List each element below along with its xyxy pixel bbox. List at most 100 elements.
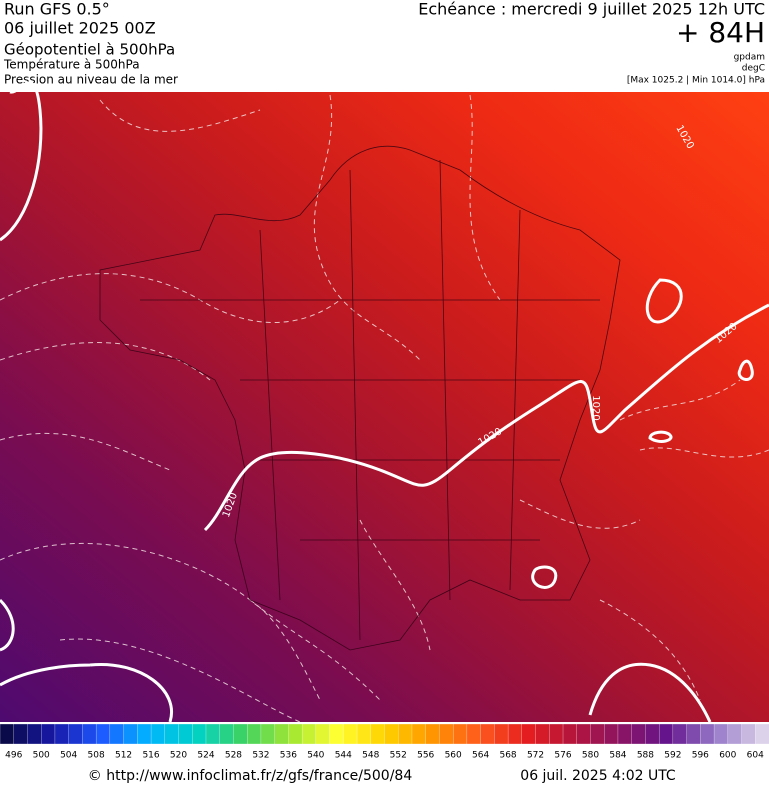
colorbar-swatch <box>288 723 303 745</box>
field-label: Température à 500hPa <box>3 58 140 72</box>
colorbar-swatch <box>645 723 660 745</box>
colorbar-swatch <box>68 723 84 745</box>
colorbar-swatch <box>247 723 262 745</box>
isobar <box>531 278 754 589</box>
echeance: Echéance : mercredi 9 juillet 2025 12h U… <box>418 0 765 19</box>
colorbar-swatch <box>27 723 42 745</box>
colorbar-swatch <box>192 723 207 745</box>
colorbar-swatch <box>13 723 29 745</box>
map <box>0 81 769 723</box>
colorbar-swatch <box>384 723 399 745</box>
colorbar-swatch <box>301 723 317 745</box>
colorbar-swatch <box>535 723 550 745</box>
colorbar-label: 572 <box>527 751 544 761</box>
colorbar-swatch <box>617 723 633 745</box>
colorbar-swatch <box>205 723 221 745</box>
colorbar-swatch <box>453 723 468 745</box>
colorbar-swatch <box>480 723 496 745</box>
colorbar-swatch <box>164 723 180 745</box>
colorbar-swatch <box>370 723 386 745</box>
colorbar-label: 520 <box>170 751 187 761</box>
colorbar-swatch <box>686 723 701 745</box>
colorbar-swatch <box>466 723 482 745</box>
colorbar-label: 524 <box>197 751 214 761</box>
colorbar-swatch <box>439 723 454 745</box>
colorbar-label: 532 <box>252 751 269 761</box>
colorbar-label: 556 <box>417 751 434 761</box>
colorbar-swatch <box>425 723 441 745</box>
colorbar-label: 588 <box>637 751 654 761</box>
contour-label: 1020 <box>590 395 601 420</box>
colorbar-swatch <box>233 723 248 745</box>
colorbar-label: 564 <box>472 751 489 761</box>
colorbar-label: 568 <box>499 751 516 761</box>
colorbar-swatch <box>329 723 344 745</box>
colorbar-swatch <box>178 723 193 745</box>
colorbar-swatch <box>0 723 15 745</box>
colorbar-swatch <box>631 723 647 745</box>
range-label: [Max 1025.2 | Min 1014.0] hPa <box>627 76 765 86</box>
colorbar-label: 540 <box>307 751 324 761</box>
run-date: 06 juillet 2025 00Z <box>4 19 156 38</box>
colorbar-swatch <box>260 723 276 745</box>
isobar <box>0 598 712 723</box>
colorbar-label: 576 <box>554 751 571 761</box>
colorbar-swatch <box>521 723 537 745</box>
colorbar-label: 584 <box>609 751 626 761</box>
colorbar-swatch <box>755 723 769 745</box>
timestamp: 06 juil. 2025 4:02 UTC <box>520 768 676 784</box>
colorbar-swatch <box>672 723 688 745</box>
lead-time: + 84H <box>676 16 765 49</box>
field-label: Pression au niveau de la mer <box>4 73 178 87</box>
colorbar-swatch <box>343 723 358 745</box>
colorbar-swatch <box>398 723 413 745</box>
unit-label: degC <box>742 64 765 74</box>
colorbar-swatch <box>576 723 592 745</box>
colorbar-swatch <box>315 723 331 745</box>
colorbar-swatch <box>150 723 166 745</box>
colorbar-label: 560 <box>445 751 462 761</box>
colorbar-swatch <box>109 723 125 745</box>
colorbar-swatch <box>604 723 619 745</box>
colorbar-label: 604 <box>747 751 764 761</box>
colorbar-label: 552 <box>390 751 407 761</box>
colorbar-swatch <box>549 723 564 745</box>
colorbar-label: 544 <box>335 751 352 761</box>
colorbar-swatch <box>411 723 427 745</box>
colorbar-swatch <box>54 723 70 745</box>
colorbar-swatch <box>274 723 290 745</box>
colorbar-label: 504 <box>60 751 77 761</box>
colorbar-label: 536 <box>280 751 297 761</box>
colorbar-swatch <box>41 723 56 745</box>
colorbar-swatch <box>590 723 605 745</box>
colorbar-swatch <box>123 723 138 745</box>
colorbar-swatch <box>727 723 743 745</box>
colorbar-label: 596 <box>692 751 709 761</box>
colorbar-label: 500 <box>33 751 50 761</box>
colorbar-label: 548 <box>362 751 379 761</box>
colorbar-label: 528 <box>225 751 242 761</box>
colorbar: 496 500 504 508 512 516 520 524 528 532 536 540 544 5… <box>0 723 769 761</box>
colorbar-swatch <box>713 723 729 745</box>
colorbar-label: 516 <box>142 751 159 761</box>
colorbar-label: 496 <box>5 751 22 761</box>
colorbar-swatch <box>700 723 715 745</box>
colorbar-swatch <box>741 723 756 745</box>
colorbar-swatch <box>562 723 578 745</box>
colorbar-swatch <box>507 723 523 745</box>
run-label: Run GFS 0.5° <box>4 0 110 19</box>
colorbar-label: 592 <box>664 751 681 761</box>
colorbar-swatch <box>95 723 111 745</box>
colorbar-swatch <box>219 723 235 745</box>
colorbar-swatch <box>658 723 674 745</box>
colorbar-swatch <box>356 723 372 745</box>
map-field <box>0 92 769 722</box>
colorbar-label: 512 <box>115 751 132 761</box>
colorbar-swatch <box>137 723 152 745</box>
credit: © http://www.infoclimat.fr/z/gfs/france/… <box>88 768 413 784</box>
colorbar-swatch <box>82 723 97 745</box>
colorbar-swatch <box>494 723 509 745</box>
field-label: Géopotentiel à 500hPa <box>4 41 175 59</box>
isobar <box>0 81 43 242</box>
